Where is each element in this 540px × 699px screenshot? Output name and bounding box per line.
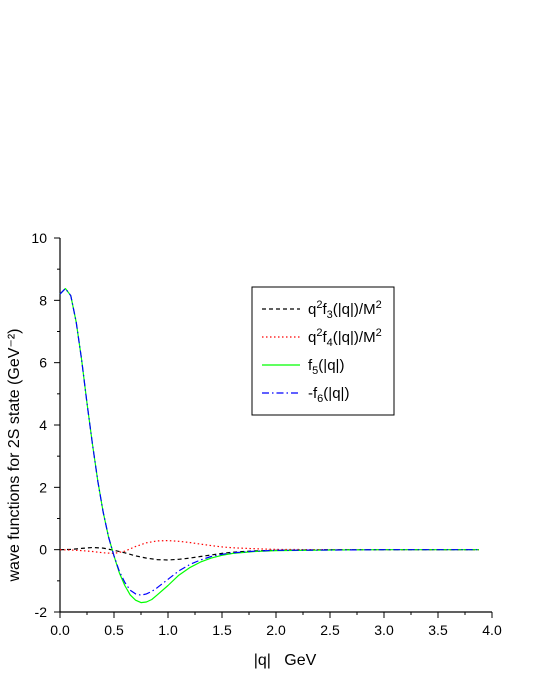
x-tick-label: 4.0 [482,622,502,638]
y-tick-label: 2 [39,479,47,495]
legend-label-1: q2f3(|q|)/M2 [308,299,382,321]
axes: 0.0 0.5 1.0 1.5 2.0 2.5 3.0 3.5 4.0 -2 0 2 4 6 8 10 [31,230,502,638]
y-tick-label: 6 [39,355,47,371]
x-axis-title: |q| GeV [254,652,317,669]
x-tick-label: 3.0 [374,622,394,638]
legend-label-4: -f6(|q|) [308,385,349,405]
y-tick-label: 8 [39,292,47,308]
series-line-2 [59,540,479,554]
x-tick-label: 0.5 [104,622,124,638]
series-line-1 [59,546,479,561]
series-line-4 [59,287,479,596]
x-tick-label: 2.0 [266,622,286,638]
x-tick-label: 1.0 [158,622,178,638]
x-tick-label: 3.5 [428,622,448,638]
legend-box [251,286,395,416]
legend-label-3: f5(|q|) [308,357,344,377]
series-layer [59,287,479,604]
x-tick-label: 2.5 [320,622,340,638]
x-tick-label: 1.5 [212,622,232,638]
y-tick-label: 10 [31,230,47,246]
y-tick-label: 0 [39,542,47,558]
x-tick-label: 0.0 [50,622,70,638]
y-tick-label: -2 [35,604,48,620]
y-axis-title: wave functions for 2S state (GeV⁻²) [6,329,23,583]
legend: q2f3(|q|)/M2 q2f4(|q|)/M2 f5(|q|) -f6(|q|) [251,286,395,416]
legend-label-2: q2f4(|q|)/M2 [308,327,382,349]
y-tick-label: 4 [39,417,47,433]
